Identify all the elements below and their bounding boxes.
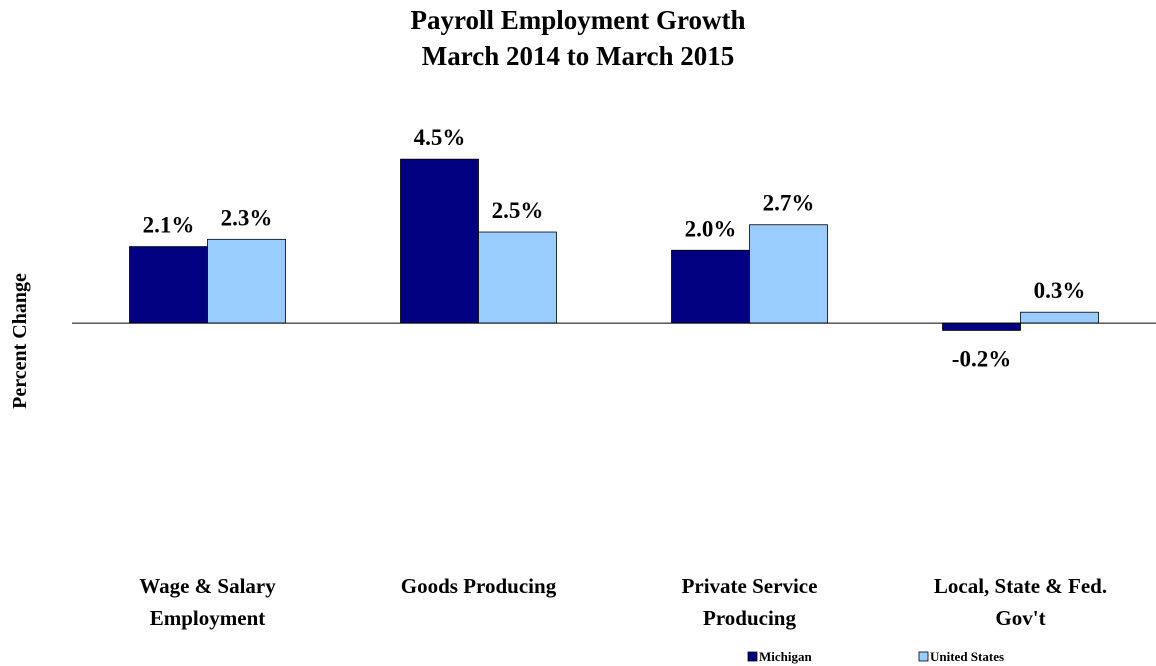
y-axis-label: Percent Change xyxy=(9,273,31,409)
category-label-3-line-0: Local, State & Fed. xyxy=(934,574,1107,598)
category-label-2-line-1: Producing xyxy=(703,606,796,630)
chart-title-line-1: Payroll Employment Growth xyxy=(411,5,746,35)
legend-label-michigan: Michigan xyxy=(759,649,812,664)
legend-swatch-michigan xyxy=(747,651,758,662)
data-label-michigan-1: 4.5% xyxy=(414,125,466,150)
category-labels: Wage & Salary Employment Goods Producing Pr… xyxy=(139,574,1107,630)
bar-united-states-3 xyxy=(1020,311,1099,324)
data-label-michigan-2: 2.0% xyxy=(685,216,737,241)
bar-michigan-3 xyxy=(942,322,1021,331)
legend-swatch-united-states xyxy=(918,651,929,662)
bar-michigan-2 xyxy=(671,249,750,324)
bar-united-states-0 xyxy=(207,238,286,324)
legend: Michigan United States xyxy=(747,649,1004,664)
bar-michigan-0 xyxy=(129,246,208,324)
bar-michigan-1 xyxy=(400,158,479,324)
category-label-1-line-0: Goods Producing xyxy=(401,574,557,598)
plot-area: 2.1% 2.3% 4.5% 2.5% 2.0% 2.7% -0.2% 0.3% xyxy=(72,125,1156,371)
category-label-2-line-0: Private Service xyxy=(682,574,818,598)
data-label-michigan-0: 2.1% xyxy=(143,213,195,238)
bar-united-states-2 xyxy=(749,224,828,324)
data-label-united-states-0: 2.3% xyxy=(221,205,273,230)
data-label-united-states-2: 2.7% xyxy=(763,191,815,216)
category-label-0-line-0: Wage & Salary xyxy=(139,574,276,598)
bar-united-states-1 xyxy=(478,231,557,324)
category-label-0-line-1: Employment xyxy=(150,606,266,630)
chart-title-line-2: March 2014 to March 2015 xyxy=(422,41,734,71)
data-label-united-states-3: 0.3% xyxy=(1034,278,1086,303)
legend-label-united-states: United States xyxy=(930,649,1004,664)
data-label-michigan-3: -0.2% xyxy=(952,346,1011,371)
data-label-united-states-1: 2.5% xyxy=(492,198,544,223)
category-label-3-line-1: Gov't xyxy=(995,606,1045,630)
